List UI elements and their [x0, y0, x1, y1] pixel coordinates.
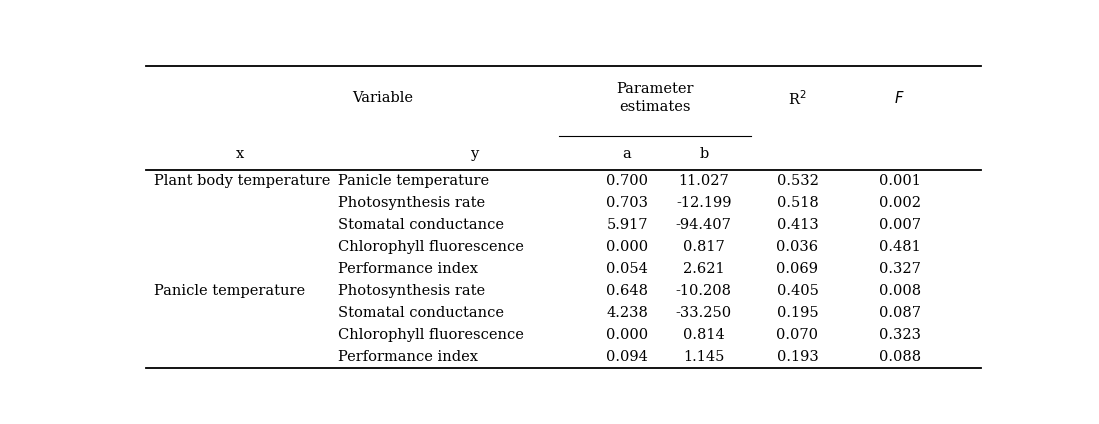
- Text: 0.703: 0.703: [607, 196, 648, 210]
- Text: -94.407: -94.407: [676, 218, 732, 232]
- Text: 0.518: 0.518: [777, 196, 819, 210]
- Text: $\mathit{F}$: $\mathit{F}$: [895, 90, 904, 106]
- Text: 0.001: 0.001: [879, 174, 921, 188]
- Text: 1.145: 1.145: [684, 350, 724, 364]
- Text: 0.069: 0.069: [777, 262, 819, 276]
- Text: 0.000: 0.000: [606, 328, 648, 342]
- Text: Parameter
estimates: Parameter estimates: [617, 82, 693, 114]
- Text: 4.238: 4.238: [607, 306, 648, 320]
- Text: Performance index: Performance index: [337, 350, 478, 364]
- Text: 0.814: 0.814: [682, 328, 724, 342]
- Text: a: a: [623, 147, 632, 161]
- Text: x: x: [235, 147, 244, 161]
- Text: 0.405: 0.405: [777, 284, 819, 298]
- Text: Stomatal conductance: Stomatal conductance: [337, 306, 503, 320]
- Text: 0.413: 0.413: [777, 218, 819, 232]
- Text: 0.481: 0.481: [879, 240, 921, 254]
- Text: -10.208: -10.208: [676, 284, 732, 298]
- Text: Chlorophyll fluorescence: Chlorophyll fluorescence: [337, 240, 523, 254]
- Text: Stomatal conductance: Stomatal conductance: [337, 218, 503, 232]
- Text: 0.002: 0.002: [879, 196, 921, 210]
- Text: Panicle temperature: Panicle temperature: [154, 284, 306, 298]
- Text: Panicle temperature: Panicle temperature: [337, 174, 489, 188]
- Text: 0.007: 0.007: [879, 218, 921, 232]
- Text: 0.036: 0.036: [776, 240, 819, 254]
- Text: 0.193: 0.193: [777, 350, 819, 364]
- Text: b: b: [699, 147, 709, 161]
- Text: 11.027: 11.027: [678, 174, 729, 188]
- Text: 0.323: 0.323: [879, 328, 921, 342]
- Text: 0.070: 0.070: [777, 328, 819, 342]
- Text: -12.199: -12.199: [676, 196, 732, 210]
- Text: 5.917: 5.917: [607, 218, 648, 232]
- Text: 0.054: 0.054: [607, 262, 648, 276]
- Text: 0.327: 0.327: [879, 262, 921, 276]
- Text: 0.648: 0.648: [607, 284, 648, 298]
- Text: R$^2$: R$^2$: [788, 89, 807, 108]
- Text: Plant body temperature: Plant body temperature: [154, 174, 331, 188]
- Text: 0.000: 0.000: [606, 240, 648, 254]
- Text: -33.250: -33.250: [676, 306, 732, 320]
- Text: Photosynthesis rate: Photosynthesis rate: [337, 196, 485, 210]
- Text: 0.817: 0.817: [682, 240, 724, 254]
- Text: 2.621: 2.621: [682, 262, 724, 276]
- Text: Variable: Variable: [352, 91, 413, 105]
- Text: 0.094: 0.094: [607, 350, 648, 364]
- Text: Photosynthesis rate: Photosynthesis rate: [337, 284, 485, 298]
- Text: 0.087: 0.087: [879, 306, 921, 320]
- Text: 0.088: 0.088: [878, 350, 921, 364]
- Text: 0.008: 0.008: [878, 284, 921, 298]
- Text: y: y: [469, 147, 478, 161]
- Text: Chlorophyll fluorescence: Chlorophyll fluorescence: [337, 328, 523, 342]
- Text: 0.195: 0.195: [777, 306, 819, 320]
- Text: 0.532: 0.532: [777, 174, 819, 188]
- Text: 0.700: 0.700: [607, 174, 648, 188]
- Text: Performance index: Performance index: [337, 262, 478, 276]
